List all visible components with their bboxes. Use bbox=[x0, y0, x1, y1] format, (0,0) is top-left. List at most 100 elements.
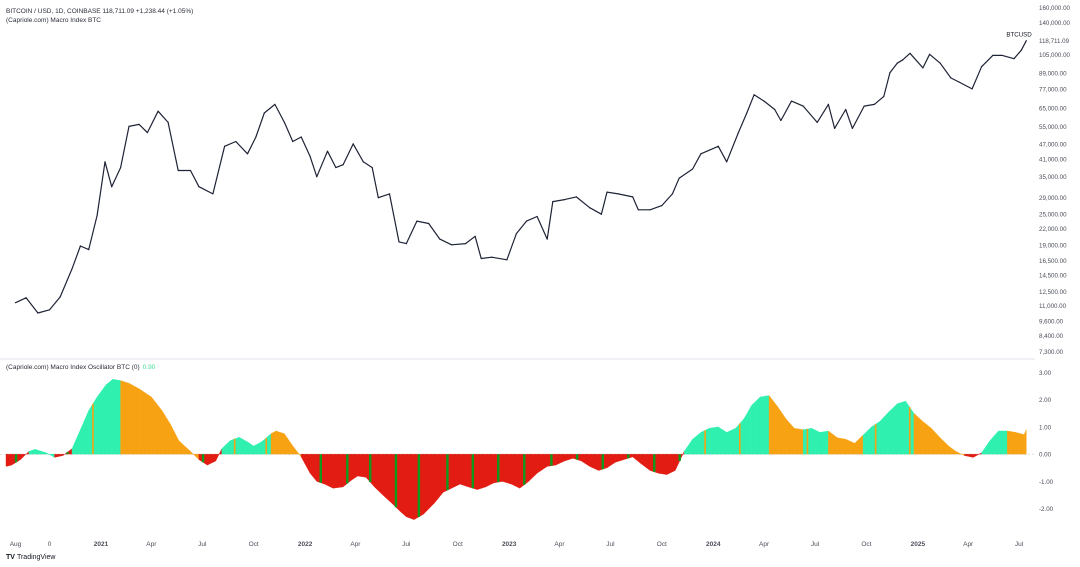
price-point bbox=[474, 235, 476, 237]
tradingview-brand[interactable]: TV TradingView bbox=[6, 554, 55, 561]
oscillator-bar bbox=[845, 438, 855, 455]
oscillator-tick-label: 3.00 bbox=[1039, 370, 1052, 377]
oscillator-bar bbox=[1007, 430, 1016, 455]
oscillator-bar bbox=[536, 453, 548, 474]
oscillator-alt-stripe bbox=[233, 438, 236, 455]
oscillator-bar bbox=[743, 404, 752, 455]
oscillator-bar bbox=[34, 449, 47, 455]
price-tick-label: 105,000.00 bbox=[1039, 52, 1071, 59]
x-tick-label: 0 bbox=[48, 541, 52, 548]
price-point bbox=[235, 140, 237, 143]
oscillator-bar bbox=[751, 396, 761, 455]
price-point bbox=[632, 196, 634, 198]
oscillator-bar bbox=[760, 395, 770, 455]
price-point bbox=[292, 140, 294, 143]
oscillator-bar bbox=[128, 382, 140, 455]
price-point bbox=[971, 88, 973, 90]
oscillator-bar bbox=[989, 430, 999, 455]
oscillator-bar bbox=[998, 430, 1008, 455]
oscillator-alt-stripe bbox=[601, 454, 605, 470]
x-tick-label: Jul bbox=[606, 541, 615, 548]
oscillator-bar bbox=[46, 452, 55, 458]
price-point bbox=[726, 161, 728, 163]
price-tick-label: 41,000.00 bbox=[1039, 157, 1067, 164]
oscillator-alt-stripe bbox=[446, 454, 449, 491]
price-point bbox=[71, 268, 73, 270]
price-point bbox=[851, 127, 854, 130]
price-point bbox=[480, 257, 482, 260]
oscillator-bar bbox=[324, 453, 334, 489]
oscillator-value: 0.90 bbox=[142, 364, 156, 371]
price-point bbox=[929, 53, 931, 55]
oscillator-bar bbox=[477, 453, 486, 490]
oscillator-bar bbox=[120, 380, 130, 455]
oscillator-bar bbox=[684, 438, 693, 455]
oscillator-header: (Capriole.com) Macro Index Oscillator BT… bbox=[6, 364, 155, 371]
price-tick-label: 65,000.00 bbox=[1039, 105, 1067, 112]
oscillator-alt-stripe bbox=[14, 454, 18, 463]
oscillator-bar bbox=[105, 378, 114, 455]
price-point bbox=[691, 168, 694, 170]
oscillator-bar bbox=[555, 453, 565, 466]
oscillator-alt-stripe bbox=[653, 454, 656, 472]
oscillator-bar bbox=[632, 453, 642, 465]
oscillator-bar bbox=[374, 453, 383, 496]
price-point bbox=[300, 136, 302, 138]
price-point bbox=[536, 215, 538, 218]
price-point bbox=[96, 214, 98, 217]
price-point bbox=[717, 145, 719, 147]
price-point bbox=[342, 164, 344, 166]
price-point bbox=[104, 161, 106, 163]
price-tag-label: 118,711.09 bbox=[1039, 38, 1070, 45]
price-point bbox=[896, 62, 898, 64]
price-point bbox=[263, 112, 265, 114]
x-tick-label: Apr bbox=[759, 541, 770, 548]
price-point bbox=[827, 103, 830, 105]
oscillator-alt-stripe bbox=[874, 424, 877, 455]
oscillator-bar bbox=[879, 411, 889, 455]
tradingview-label: TradingView bbox=[16, 554, 56, 561]
oscillator-bar bbox=[178, 440, 191, 455]
oscillator-alt-stripe bbox=[346, 454, 349, 484]
oscillator-alt-stripe bbox=[319, 454, 322, 483]
price-point bbox=[189, 169, 192, 172]
oscillator-bar bbox=[940, 437, 949, 455]
price-point bbox=[212, 193, 214, 195]
oscillator-bar bbox=[151, 396, 163, 455]
price-point bbox=[128, 125, 130, 127]
oscillator-bar bbox=[190, 450, 200, 461]
price-point bbox=[678, 177, 680, 179]
oscillator-bar bbox=[785, 418, 795, 455]
oscillator-alt-stripe bbox=[523, 454, 526, 485]
price-point bbox=[753, 94, 755, 96]
x-tick-label: 2023 bbox=[502, 541, 517, 548]
price-point bbox=[362, 161, 364, 163]
oscillator-alt-stripe bbox=[908, 407, 911, 455]
x-tick-label: 2021 bbox=[94, 541, 109, 548]
price-point bbox=[525, 220, 528, 222]
symbol-header: BITCOIN / USD, 1D, COINBASE 118,711.09 +… bbox=[6, 8, 194, 15]
oscillator-bar bbox=[459, 453, 469, 488]
price-point bbox=[661, 205, 663, 207]
oscillator-bar bbox=[819, 430, 829, 455]
price-point bbox=[246, 153, 249, 155]
oscillator-title: (Capriole.com) Macro Index Oscillator BT… bbox=[6, 364, 140, 371]
oscillator-bar bbox=[897, 400, 906, 455]
oscillator-tick-label: -1.00 bbox=[1039, 479, 1054, 486]
oscillator-bar bbox=[606, 453, 616, 469]
oscillator-bar bbox=[112, 379, 121, 455]
price-point bbox=[309, 155, 311, 158]
oscillator-alt-stripe bbox=[738, 423, 741, 455]
price-point bbox=[617, 193, 619, 195]
oscillator-bar bbox=[485, 453, 495, 488]
price-point bbox=[763, 100, 765, 102]
price-point bbox=[416, 220, 418, 222]
price-point bbox=[980, 66, 983, 68]
oscillator-bar bbox=[948, 445, 957, 455]
oscillator-tick-label: -2.00 bbox=[1039, 506, 1054, 513]
oscillator-bar bbox=[964, 453, 974, 458]
price-point bbox=[873, 103, 875, 105]
oscillator-bar bbox=[270, 430, 277, 455]
price-point bbox=[606, 191, 608, 193]
oscillator-bar bbox=[666, 453, 676, 475]
